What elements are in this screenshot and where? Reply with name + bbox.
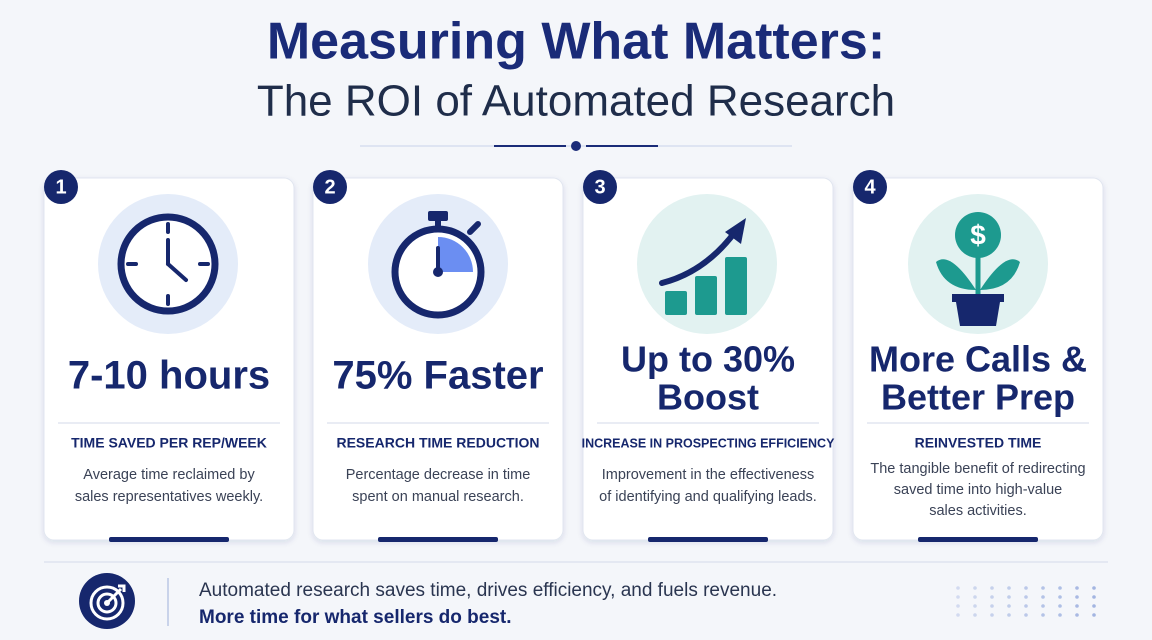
dot [1024,613,1028,617]
dot [1075,604,1079,608]
growth-icon [637,194,777,334]
stopwatch-icon [368,194,508,334]
description: The tangible benefit of redirecting [870,461,1085,477]
description: saved time into high-value [894,482,1062,498]
title: Measuring What Matters: [267,13,885,71]
dot [973,604,977,608]
dot [973,613,977,617]
metric: Better Prep [881,377,1075,418]
dot [973,586,977,590]
target-icon [79,573,135,629]
dot [1024,595,1028,599]
description: Average time reclaimed by [83,467,255,483]
dot [1058,613,1062,617]
svg-text:$: $ [970,219,986,250]
description: sales representatives weekly. [75,489,263,505]
dot [1007,604,1011,608]
dot [1092,604,1096,608]
description: Improvement in the effectiveness [602,467,815,483]
dot [1075,595,1079,599]
footer-tagline: More time for what sellers do best. [199,607,512,628]
dot [1007,595,1011,599]
dot [1058,586,1062,590]
clock-icon [98,194,238,334]
dot [1058,595,1062,599]
metric: More Calls & [869,339,1087,380]
footer-line: Automated research saves time, drives ef… [199,580,777,601]
metric: Up to 30% [621,339,795,380]
badge-number: 2 [324,176,335,198]
dot [1041,586,1045,590]
badge [853,170,887,204]
badge [313,170,347,204]
metric-label: TIME SAVED PER REP/WEEK [71,435,267,451]
metric: Boost [657,377,759,418]
dot [1041,604,1045,608]
card-accent [918,537,1038,542]
icons: $ [98,194,1048,334]
dot [1041,595,1045,599]
badge-number: 4 [864,176,876,198]
dot [1092,613,1096,617]
dot [1075,613,1079,617]
dot [1075,586,1079,590]
card-accent [648,537,768,542]
dot [990,586,994,590]
plant-icon: $ [908,194,1048,334]
badge [583,170,617,204]
dot [1058,604,1062,608]
dot [990,604,994,608]
subtitle: The ROI of Automated Research [257,77,895,126]
description: of identifying and qualifying leads. [599,489,817,505]
metric: 75% Faster [332,354,543,398]
dot [1041,613,1045,617]
dot [1007,613,1011,617]
badge [44,170,78,204]
description: sales activities. [929,503,1027,519]
dot [956,613,960,617]
metric-label: REINVESTED TIME [915,435,1042,451]
card-accent [109,537,229,542]
dot [1024,586,1028,590]
dot [956,604,960,608]
dot [956,586,960,590]
dot-pattern [956,586,1096,617]
badge-number: 1 [55,176,66,198]
description: spent on manual research. [352,489,524,505]
metric-label: INCREASE IN PROSPECTING EFFICIENCY [582,436,835,450]
divider [360,141,792,151]
dot [990,613,994,617]
description: Percentage decrease in time [346,467,531,483]
dot [956,595,960,599]
dot [973,595,977,599]
dot [1007,586,1011,590]
metric-label: RESEARCH TIME REDUCTION [336,435,539,451]
badge-number: 3 [594,176,605,198]
dot [990,595,994,599]
metric: 7-10 hours [68,354,270,398]
dot [1024,604,1028,608]
dot [1092,586,1096,590]
dot [1092,595,1096,599]
card-accent [378,537,498,542]
